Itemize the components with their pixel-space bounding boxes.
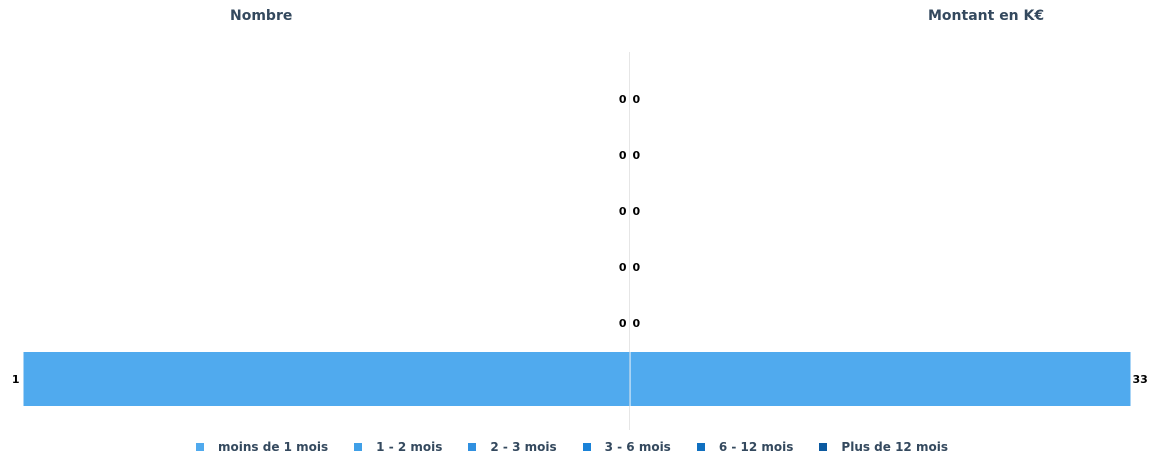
legend-label: 2 - 3 mois (490, 440, 557, 454)
left-panel-title: Nombre (230, 8, 293, 24)
chart-legend: moins de 1 mois 1 - 2 mois 2 - 3 mois 3 - 6… (196, 440, 948, 454)
value-label-left-0: 0 (619, 93, 627, 106)
legend-swatch (196, 443, 204, 451)
value-label-right-0: 0 (633, 93, 641, 106)
legend-label: moins de 1 mois (218, 440, 329, 454)
legend-item[interactable]: moins de 1 mois (196, 440, 328, 454)
legend-item[interactable]: 6 - 12 mois (696, 440, 794, 454)
value-label-left-2: 0 (619, 205, 627, 218)
value-label-left-4: 0 (619, 317, 627, 330)
value-label-right-4: 0 (633, 317, 641, 330)
legend-label: Plus de 12 mois (841, 440, 948, 454)
legend-item[interactable]: 1 - 2 mois (354, 440, 442, 454)
legend-label: 1 - 2 mois (376, 440, 443, 454)
butterfly-bar-chart: 0 00 00 00 00 01 33 (12, 52, 1148, 430)
value-label-right-2: 0 (633, 205, 641, 218)
value-label-right-3: 0 (633, 261, 641, 274)
legend-item[interactable]: Plus de 12 mois (819, 440, 948, 454)
bar-right-5 (630, 352, 1131, 406)
bar-left-5 (23, 352, 630, 406)
legend-swatch (468, 443, 477, 451)
right-panel-title: Montant en K€ (928, 8, 1045, 24)
value-label-left-1: 0 (619, 149, 627, 162)
value-label-left-3: 0 (619, 261, 627, 274)
legend-item[interactable]: 3 - 6 mois (582, 440, 671, 454)
value-label-left-5: 1 (12, 373, 20, 386)
legend-label: 6 - 12 mois (718, 440, 794, 454)
legend-swatch (582, 443, 591, 451)
legend-label: 3 - 6 mois (604, 440, 671, 454)
legend-swatch (696, 443, 705, 451)
value-label-right-1: 0 (633, 149, 641, 162)
legend-item[interactable]: 2 - 3 mois (468, 440, 557, 454)
legend-swatch (354, 443, 363, 451)
legend-swatch (819, 443, 828, 451)
value-label-right-5: 33 (1133, 373, 1148, 386)
